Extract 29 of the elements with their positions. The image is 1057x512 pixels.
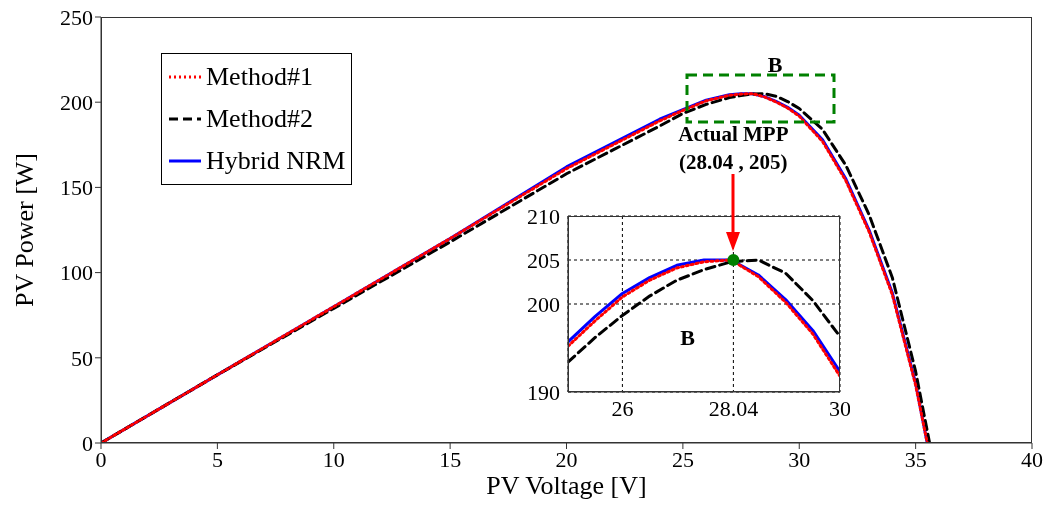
y-tick-label: 150 xyxy=(60,175,93,201)
x-tick-label: 30 xyxy=(788,446,811,472)
x-tick-label: 10 xyxy=(322,446,345,472)
y-tick-label: 205 xyxy=(527,247,560,273)
annotation: Actual MPP (28.04 , 205) xyxy=(678,121,789,176)
y-tick-label: 200 xyxy=(60,90,93,116)
x-tick-label: 35 xyxy=(904,446,927,472)
y-tick-label: 190 xyxy=(527,379,560,405)
x-tick-label: 20 xyxy=(555,446,578,472)
x-tick-label: 25 xyxy=(671,446,694,472)
x-tick-label: 5 xyxy=(211,446,223,472)
x-tick-label: 30 xyxy=(829,395,851,421)
x-tick-label: 28.04 xyxy=(708,395,759,421)
x-tick-label: 26 xyxy=(611,395,634,421)
x-axis-title: PV Voltage [V] xyxy=(486,471,647,500)
legend-label: Method#1 xyxy=(206,62,313,92)
x-tick-label: 40 xyxy=(1021,446,1043,472)
y-tick-label: 250 xyxy=(60,4,93,30)
annotation: B xyxy=(680,325,696,352)
y-tick-label: 0 xyxy=(82,430,93,456)
y-tick-label: 100 xyxy=(60,260,93,286)
y-tick-label: 210 xyxy=(527,203,560,229)
annotation: B xyxy=(767,52,783,78)
y-tick-label: 50 xyxy=(71,345,93,371)
legend-label: Hybrid NRM xyxy=(206,146,346,176)
y-tick-label: 200 xyxy=(527,291,560,317)
legend-label: Method#2 xyxy=(206,104,313,134)
x-tick-label: 15 xyxy=(439,446,462,472)
y-axis-title: PV Power [W] xyxy=(10,152,40,308)
